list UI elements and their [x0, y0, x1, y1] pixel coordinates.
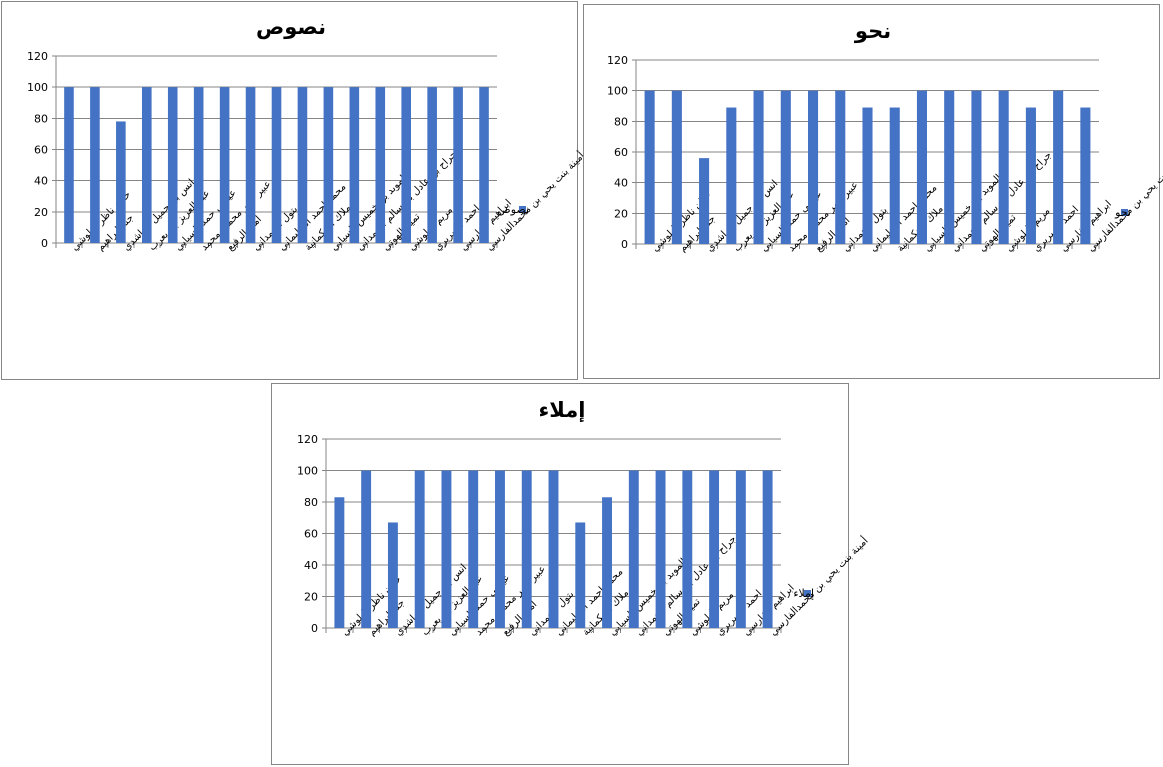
y-tick-label: 100	[607, 85, 628, 98]
bar	[862, 107, 873, 245]
bar	[602, 497, 612, 628]
y-tick-label: 60	[34, 144, 48, 157]
bar	[699, 158, 710, 244]
bar	[441, 470, 452, 628]
chart-title: نصوص	[256, 15, 326, 39]
bar	[1053, 90, 1064, 245]
bar	[575, 522, 586, 628]
bar	[349, 87, 360, 244]
bar	[709, 470, 720, 628]
chart-title: نحو	[854, 19, 891, 43]
bar	[735, 470, 746, 628]
y-tick-label: 40	[34, 175, 48, 188]
bar	[916, 90, 928, 245]
bar	[998, 90, 1009, 245]
bar	[468, 470, 479, 628]
bar	[548, 470, 559, 628]
bar	[361, 470, 372, 628]
y-tick-label: 60	[614, 146, 628, 159]
bar	[141, 87, 152, 244]
y-tick-label: 40	[304, 559, 318, 572]
y-tick-label: 80	[614, 115, 628, 128]
y-tick-label: 20	[304, 591, 318, 604]
bar	[644, 90, 655, 245]
bar	[116, 121, 126, 243]
bar	[245, 87, 256, 244]
bar	[726, 107, 737, 245]
y-tick-label: 0	[311, 622, 318, 635]
bar	[387, 522, 398, 628]
y-tick-label: 20	[34, 206, 48, 219]
y-tick-label: 80	[304, 496, 318, 509]
y-tick-label: 40	[614, 177, 628, 190]
bar	[427, 87, 437, 244]
y-tick-label: 120	[27, 50, 48, 63]
bar	[753, 90, 764, 245]
y-tick-label: 100	[27, 81, 48, 94]
y-tick-label: 80	[34, 112, 48, 125]
bar	[297, 87, 308, 244]
bar	[495, 470, 505, 628]
chart-panel-imla: إملاء 0 20 40 60 80 100 120 حنان ناظر البلوشي جنة…	[271, 383, 871, 765]
category-label: أمينة بنت يحي بن محمدالفارسي	[1084, 150, 1163, 254]
bar	[655, 470, 666, 628]
bar	[889, 107, 900, 245]
y-tick-label: 120	[607, 54, 628, 67]
y-tick-label: 60	[304, 528, 318, 541]
bar	[193, 87, 204, 244]
bar	[479, 87, 489, 244]
bar	[453, 87, 463, 244]
bar	[323, 87, 334, 244]
legend-label: إملاء	[793, 587, 814, 600]
legend-label: نحو	[1114, 206, 1131, 219]
bar	[944, 90, 955, 245]
bar	[780, 90, 791, 245]
y-tick-label: 120	[297, 433, 318, 446]
y-tick-label: 0	[41, 237, 48, 250]
y-tick-label: 20	[614, 207, 628, 220]
bar	[521, 470, 532, 628]
bar	[401, 87, 412, 244]
bar	[271, 87, 282, 244]
bar	[835, 90, 846, 245]
y-tick-label: 0	[621, 238, 628, 251]
y-tick-label: 100	[297, 465, 318, 478]
legend-swatch	[804, 590, 811, 597]
bar	[64, 87, 74, 244]
legend-label: نصوص	[497, 203, 529, 216]
bar	[167, 87, 178, 244]
chart-title: إملاء	[539, 398, 586, 422]
bar	[334, 497, 345, 628]
category-label: أمينة بنت يحي بن محمدالفارسي	[483, 149, 587, 253]
bar	[414, 470, 425, 628]
bar	[1025, 107, 1036, 245]
bar	[671, 90, 682, 245]
bar	[375, 87, 386, 244]
legend-swatch	[519, 206, 526, 213]
bar	[219, 87, 230, 244]
bar	[628, 470, 639, 628]
chart-panel-nusus: نصوص 0 20 40 60 80 100 120 حنان ناظر البلوشي جنة …	[1, 1, 587, 380]
bar	[762, 470, 773, 628]
bar	[1080, 107, 1091, 245]
bar	[807, 90, 819, 245]
bar	[971, 90, 982, 245]
bar	[90, 87, 100, 244]
legend-swatch	[1121, 209, 1128, 216]
category-label: أمينة بنت يحي بن محمدالفارسي	[767, 534, 871, 638]
bar	[682, 470, 693, 628]
